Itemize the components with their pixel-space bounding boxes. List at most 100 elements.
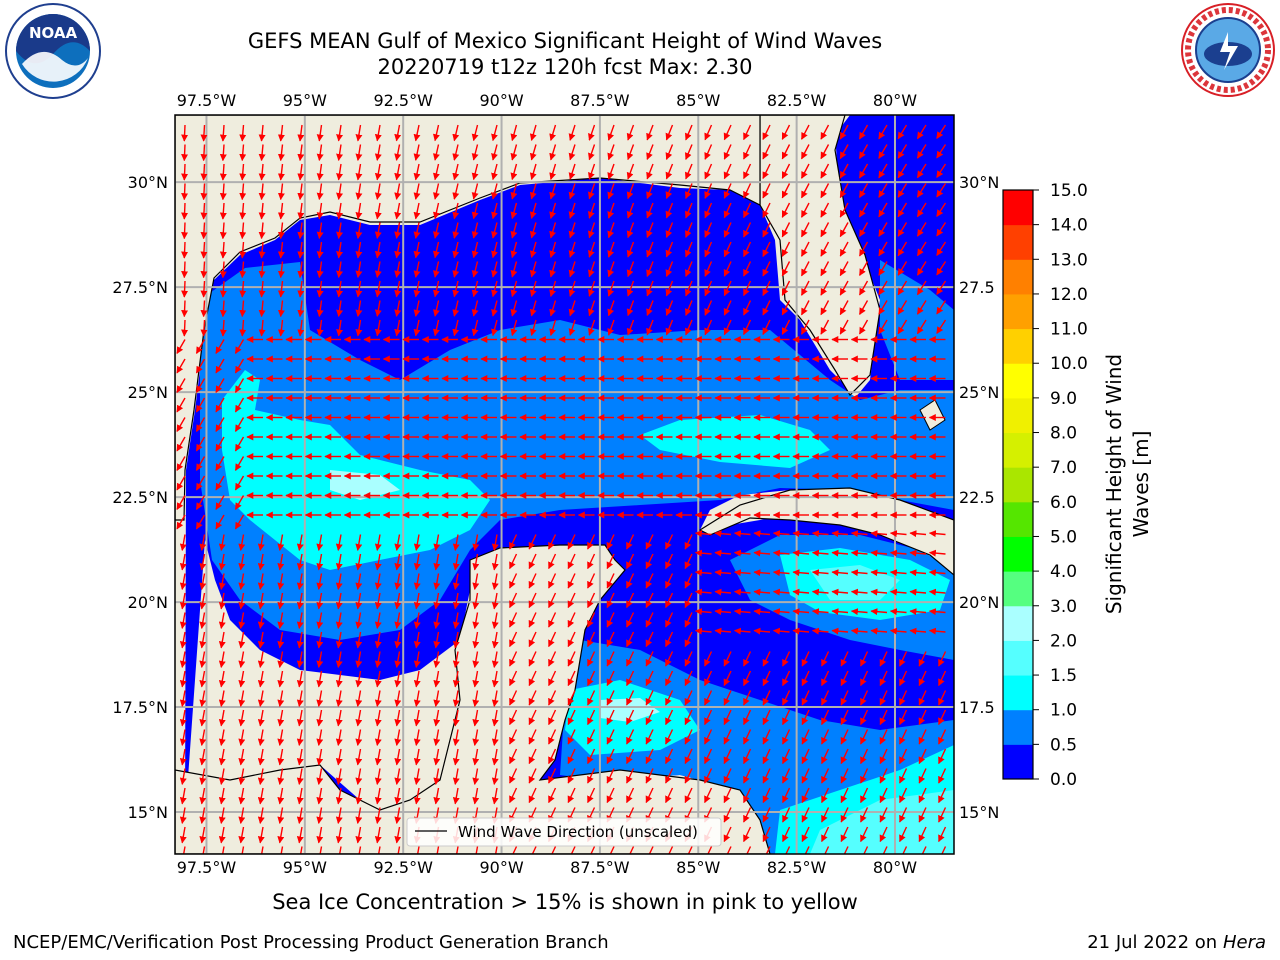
wave-direction-arrow-304 <box>646 261 654 278</box>
wave-direction-arrow-889 <box>355 553 363 571</box>
wave-direction-arrow-6 <box>297 124 305 142</box>
wave-direction-arrow-406 <box>297 319 305 337</box>
wave-direction-arrow-800 <box>176 514 186 530</box>
wave-direction-arrow-70 <box>762 144 771 160</box>
wave-direction-arrow-127 <box>316 183 324 200</box>
wave-direction-arrow-236 <box>878 222 888 237</box>
wave-direction-arrow-284 <box>258 261 266 279</box>
wave-direction-arrow-1210 <box>374 709 382 727</box>
wave-direction-arrow-84 <box>258 163 266 181</box>
wave-direction-arrow-372 <box>413 300 421 317</box>
wave-direction-arrow-1137 <box>509 670 518 687</box>
wave-direction-arrow-908 <box>714 549 732 557</box>
wave-direction-arrow-182 <box>607 202 615 219</box>
wave-direction-arrow-993 <box>811 588 829 596</box>
wave-direction-arrow-47 <box>316 144 324 161</box>
wave-direction-arrow-1117 <box>899 651 908 667</box>
wave-direction-arrow-523 <box>234 378 245 394</box>
wave-direction-arrow-967 <box>316 592 324 610</box>
wave-direction-arrow-972 <box>413 592 421 610</box>
wave-direction-arrow-1012 <box>413 612 421 629</box>
wave-direction-arrow-61 <box>588 144 596 161</box>
wave-direction-arrow-13 <box>432 124 440 142</box>
wave-direction-arrow-1140 <box>567 670 576 687</box>
wave-direction-arrow-721 <box>195 475 206 491</box>
wave-direction-arrow-1033 <box>811 608 829 616</box>
colorbar: 0.0 0.5 1.0 1.5 2.0 3.0 4.0 5.0 6.0 7.0 8.0 9.0 10.0… <box>1002 181 1088 790</box>
wave-direction-arrow-893 <box>433 553 441 571</box>
wave-direction-arrow-164 <box>258 202 266 220</box>
wave-direction-arrow-1159 <box>938 670 947 687</box>
wave-direction-arrow-847 <box>316 534 324 551</box>
wave-direction-arrow-52 <box>413 144 421 161</box>
wave-direction-arrow-22 <box>607 124 615 141</box>
wave-direction-arrow-158 <box>916 183 927 198</box>
wave-direction-arrow-342 <box>607 280 615 297</box>
wave-direction-arrow-957 <box>889 569 907 577</box>
wave-direction-arrow-142 <box>607 183 615 200</box>
wave-direction-arrow-1126 <box>296 670 304 688</box>
wave-direction-arrow-151 <box>781 183 791 199</box>
noaa-logo: NOAA <box>5 3 101 99</box>
wave-direction-arrow-197 <box>897 202 908 218</box>
wave-direction-arrow-249 <box>355 241 363 259</box>
wave-direction-arrow-265 <box>665 241 674 258</box>
wave-direction-arrow-1105 <box>665 651 674 667</box>
wave-direction-arrow-305 <box>665 261 674 277</box>
wave-direction-arrow-100 <box>568 163 576 180</box>
wave-direction-arrow-170 <box>374 202 382 220</box>
wave-direction-arrow-152 <box>800 183 810 199</box>
wave-direction-arrow-600 <box>176 417 186 433</box>
wave-direction-arrow-867 <box>694 530 712 538</box>
wave-direction-arrow-51 <box>394 144 402 161</box>
wave-direction-arrow-16 <box>491 124 498 142</box>
wave-direction-arrow-238 <box>916 222 927 237</box>
wave-direction-arrow-1133 <box>433 670 441 688</box>
wave-direction-arrow-1081 <box>199 651 207 668</box>
wave-direction-arrow-1208 <box>335 709 343 727</box>
wave-direction-arrow-68 <box>723 144 732 160</box>
wave-direction-arrow-226 <box>685 222 693 238</box>
wave-direction-arrow-879 <box>928 530 946 538</box>
wave-direction-arrow-856 <box>491 534 499 551</box>
wave-direction-arrow-89 <box>355 163 363 181</box>
colorbar-band-7 <box>1003 501 1033 537</box>
wave-direction-arrow-976 <box>491 592 499 610</box>
wave-direction-arrow-1055 <box>472 631 480 649</box>
wave-direction-arrow-34 <box>839 124 849 140</box>
wave-direction-arrow-253 <box>432 241 440 259</box>
wave-direction-arrow-134 <box>452 183 460 200</box>
wave-direction-arrow-1118 <box>918 651 927 667</box>
wave-direction-arrow-1076 <box>870 627 888 635</box>
wave-direction-arrow-851 <box>394 534 402 551</box>
wave-direction-arrow-147 <box>704 183 713 199</box>
colorbar-band-0 <box>1003 744 1033 780</box>
wave-direction-arrow-1005 <box>277 612 285 629</box>
lon-tick-top-4: 87.5°W <box>570 91 630 110</box>
wave-direction-arrow-394 <box>839 300 849 316</box>
wave-direction-arrow-191 <box>781 202 791 218</box>
wave-direction-arrow-1050 <box>374 631 382 649</box>
wave-direction-arrow-914 <box>831 549 849 557</box>
wave-direction-arrow-933 <box>433 573 441 590</box>
wave-direction-arrow-348 <box>723 280 732 297</box>
wave-direction-arrow-975 <box>472 592 480 610</box>
wave-direction-arrow-862 <box>606 534 615 550</box>
wave-direction-arrow-204 <box>258 222 266 240</box>
wave-direction-arrow-139 <box>549 183 557 200</box>
wave-direction-arrow-974 <box>452 592 460 610</box>
wave-direction-arrow-99 <box>549 163 557 180</box>
colorbar-band-13 <box>1003 293 1033 330</box>
wave-direction-arrow-128 <box>336 183 344 200</box>
wave-direction-arrow-189 <box>743 202 752 219</box>
lon-tick-top-5: 85°W <box>676 91 720 110</box>
wave-direction-arrow-1182 <box>606 690 615 706</box>
wave-direction-arrow-44 <box>258 144 266 162</box>
wave-direction-arrow-194 <box>839 202 849 218</box>
wave-direction-arrow-1135 <box>472 670 480 688</box>
wave-direction-arrow-0 <box>181 124 189 142</box>
sea-ice-note: Sea Ice Concentration > 15% is shown in … <box>272 890 858 914</box>
wave-direction-arrow-926 <box>296 573 304 590</box>
wave-direction-arrow-101 <box>588 163 596 180</box>
wave-direction-arrow-426 <box>685 319 693 336</box>
